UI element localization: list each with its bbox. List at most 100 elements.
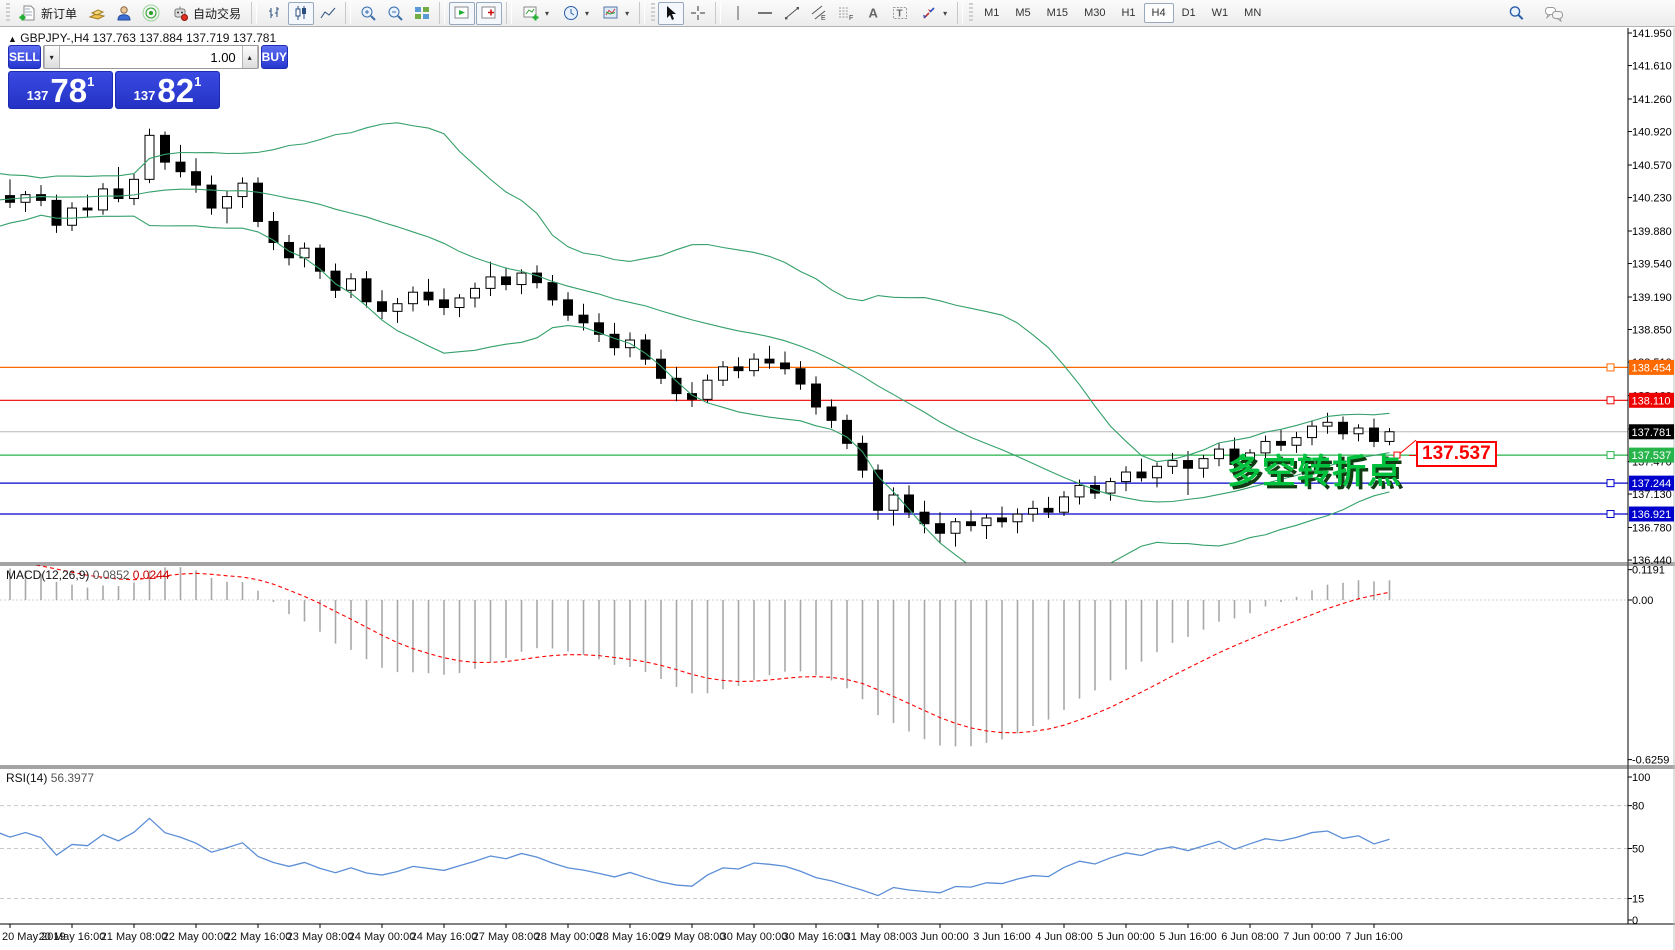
price-label-text: 137.781	[1632, 427, 1672, 439]
zoom-out-button[interactable]	[382, 2, 408, 25]
text-label-button[interactable]: T	[887, 2, 913, 25]
vertical-line-button[interactable]	[725, 2, 751, 25]
tab-timeframe-MN[interactable]: MN	[1236, 3, 1269, 23]
candle-bull	[1059, 496, 1069, 513]
price-label-box	[1629, 475, 1674, 491]
collapse-marker-icon[interactable]: ▲	[8, 34, 17, 44]
level-line-anchor[interactable]	[1606, 396, 1615, 405]
indicators-button[interactable]: ▾	[516, 2, 555, 25]
new-order-icon	[19, 5, 35, 21]
price-label-box	[1629, 506, 1674, 522]
candle-bear	[268, 220, 279, 243]
price-tick-label: 139.540	[1632, 259, 1672, 271]
candle-bull	[702, 379, 713, 400]
sell-button[interactable]: SELL	[8, 45, 41, 69]
tab-timeframe-M30[interactable]: M30	[1076, 3, 1113, 23]
chart-canvas[interactable]: 141.950 141.610 141.260 140.920 140.570 140.2…	[0, 28, 1675, 950]
candle-bear	[609, 333, 620, 349]
buy-button[interactable]: BUY	[260, 45, 289, 69]
price-tag-137537[interactable]: 137.537	[1409, 441, 1497, 467]
price-label-box	[1629, 392, 1674, 408]
auto-scroll-button[interactable]	[449, 1, 476, 25]
candle-bull	[392, 303, 403, 312]
tile-windows-button[interactable]	[409, 2, 435, 25]
svg-text:A: A	[869, 6, 879, 21]
tab-timeframe-D1[interactable]: D1	[1174, 3, 1204, 23]
fibonacci-icon: F	[839, 7, 853, 22]
rsi-tick-label: 80	[1632, 801, 1644, 813]
tab-timeframe-M5[interactable]: M5	[1007, 3, 1038, 23]
time-tick-label: 20 May 2019	[2, 931, 66, 943]
candle-bear	[1276, 440, 1286, 446]
price-label-box	[1629, 359, 1674, 375]
line-chart-button[interactable]	[315, 2, 341, 25]
time-tick-label: 21 May 08:00	[101, 931, 168, 943]
buy-price-main: 82	[157, 72, 195, 109]
ohlc-close: 137.781	[232, 31, 277, 45]
new-order-button[interactable]: 新订单	[13, 2, 83, 25]
templates-button[interactable]: ▾	[596, 2, 635, 25]
text-label-icon: T	[893, 7, 908, 20]
tab-timeframe-W1[interactable]: W1	[1204, 3, 1237, 23]
search-button[interactable]	[1503, 2, 1529, 25]
level-line-anchor[interactable]	[1606, 363, 1615, 372]
candle-bull	[129, 178, 139, 199]
candle-bear	[160, 134, 170, 163]
rsi-tick-label: 15	[1632, 894, 1644, 906]
level-line-anchor[interactable]	[1606, 451, 1615, 460]
symbol-info-line[interactable]: ▲ GBPJPY-,H4 137.763 137.884 137.719 137…	[8, 31, 276, 45]
text-button[interactable]: A	[860, 2, 886, 25]
bollinger-upper-band	[0, 122, 1390, 463]
candle-bear	[315, 247, 325, 272]
volume-decrease-button[interactable]: ▾	[43, 46, 60, 68]
profile-button[interactable]	[111, 2, 137, 25]
candle-bear	[780, 362, 790, 370]
fibonacci-button[interactable]: F	[833, 2, 859, 25]
signals-button[interactable]	[138, 2, 164, 25]
volume-input[interactable]	[59, 46, 242, 68]
volume-increase-button[interactable]: ▴	[241, 46, 258, 68]
ohlc-open: 137.763	[92, 31, 136, 45]
time-tick-label: 28 May 16:00	[597, 931, 664, 943]
horizontal-line-button[interactable]	[752, 2, 778, 25]
level-line-anchor[interactable]	[1606, 510, 1615, 519]
tab-timeframe-H4[interactable]: H4	[1143, 3, 1174, 23]
toolbar-separator	[439, 2, 446, 24]
bar-chart-button[interactable]	[261, 2, 287, 25]
candle-bear	[1369, 427, 1379, 442]
arrows-button[interactable]: ▾	[914, 2, 953, 25]
sell-price-display[interactable]: 137 78 1	[8, 71, 113, 109]
candle-bear	[1183, 460, 1193, 469]
periods-button[interactable]: ▾	[556, 2, 595, 25]
level-line-anchor[interactable]	[1606, 479, 1615, 488]
gold-ingot-button[interactable]	[84, 2, 110, 25]
price-label-text: 138.110	[1632, 395, 1671, 407]
cursor-button[interactable]	[658, 1, 685, 25]
bar-chart-icon	[269, 7, 280, 18]
time-tick-label: 28 May 00:00	[535, 931, 602, 943]
buy-price-display[interactable]: 137 82 1	[115, 71, 220, 109]
price-tick-label: 140.920	[1632, 127, 1672, 139]
macd-main-value: 0.0852	[92, 568, 130, 582]
tab-timeframe-H1[interactable]: H1	[1113, 3, 1143, 23]
zoom-in-button[interactable]	[355, 2, 381, 25]
candle-bear	[811, 383, 821, 408]
bollinger-middle-band	[0, 188, 1390, 503]
symbol-name: GBPJPY-,H4	[20, 31, 90, 45]
crosshair-button[interactable]	[685, 2, 711, 25]
candle-bear	[206, 184, 217, 209]
macd-tick-label: 0.1191	[1632, 565, 1665, 577]
candlestick-chart-button[interactable]	[288, 1, 315, 25]
chart-annotation-text[interactable]: 多空转折点	[1227, 453, 1402, 491]
candle-bear	[253, 182, 263, 222]
chat-button[interactable]	[1541, 2, 1567, 25]
rsi-line	[0, 817, 1390, 897]
equidistant-channel-button[interactable]: E	[806, 2, 832, 25]
candle-bear	[82, 207, 93, 211]
trendline-button[interactable]	[779, 2, 805, 25]
tab-timeframe-M15[interactable]: M15	[1039, 3, 1076, 23]
candle-bear	[687, 393, 697, 400]
chart-shift-button[interactable]	[476, 1, 503, 25]
tab-timeframe-M1[interactable]: M1	[976, 3, 1007, 23]
autotrading-button[interactable]: 自动交易	[165, 2, 247, 25]
